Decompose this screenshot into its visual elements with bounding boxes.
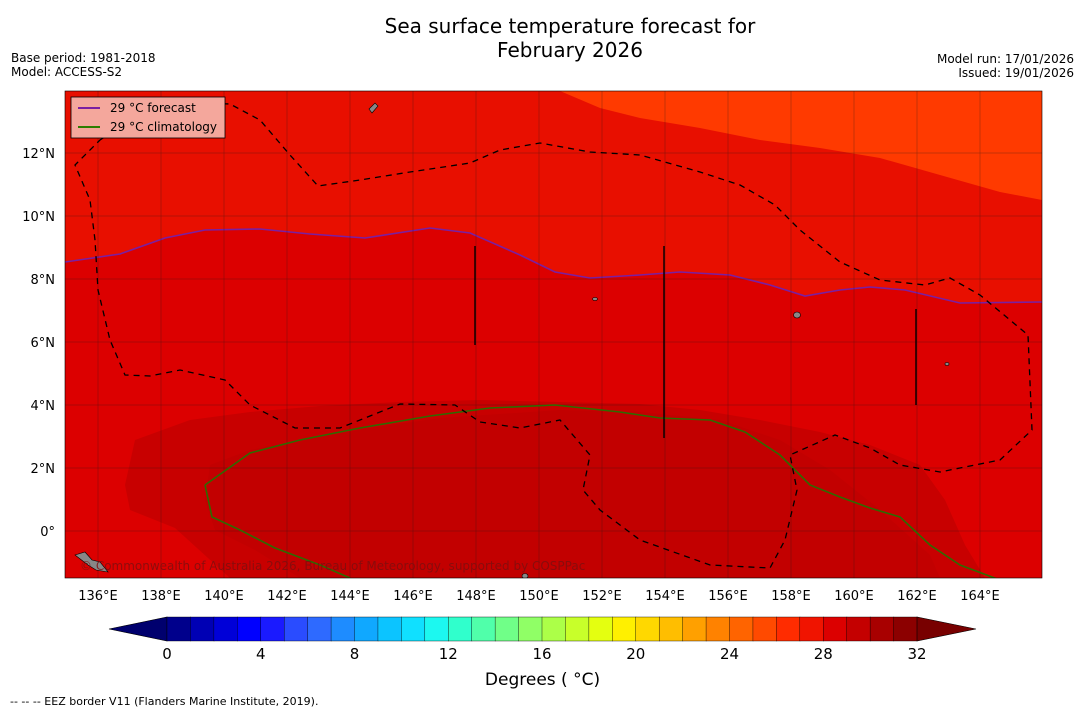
legend: 29 °C forecast 29 °C climatology bbox=[70, 96, 226, 139]
graticule bbox=[65, 91, 1042, 578]
colorbar-swatch bbox=[752, 616, 777, 642]
lon-label: 148°E bbox=[456, 589, 496, 604]
colorbar bbox=[108, 616, 977, 642]
lon-label: 164°E bbox=[960, 589, 1000, 604]
lat-label: 8°N bbox=[31, 273, 56, 288]
colorbar-tick-label: 32 bbox=[907, 645, 926, 663]
lat-labels: 12°N 10°N 8°N 6°N 4°N 2°N 0° bbox=[22, 147, 55, 540]
colorbar-swatch bbox=[518, 616, 543, 642]
colorbar-swatch bbox=[307, 616, 332, 642]
colorbar-swatch bbox=[448, 616, 473, 642]
colorbar-swatch bbox=[729, 616, 754, 642]
colorbar-swatch bbox=[354, 616, 379, 642]
colorbar-swatch bbox=[471, 616, 496, 642]
map-frame bbox=[64, 90, 1043, 579]
model-name: Model: ACCESS-S2 bbox=[11, 65, 123, 79]
map-area: © Commonwealth of Australia 2026, Bureau… bbox=[65, 91, 1042, 578]
lon-label: 156°E bbox=[708, 589, 748, 604]
colorbar-tick-label: 12 bbox=[439, 645, 458, 663]
meta-right: Model run: 17/01/2026 Issued: 19/01/2026 bbox=[937, 52, 1074, 80]
title-line-1: Sea surface temperature forecast for bbox=[384, 14, 756, 38]
lon-label: 140°E bbox=[204, 589, 244, 604]
lon-label: 146°E bbox=[393, 589, 433, 604]
lon-label: 138°E bbox=[141, 589, 181, 604]
colorbar-title: Degrees ( °C) bbox=[484, 670, 601, 690]
colorbar-swatch bbox=[166, 616, 191, 642]
colorbar-ticks: 0 4 8 12 16 20 24 28 32 bbox=[162, 645, 926, 663]
footer-note: -- -- -- EEZ border V11 (Flanders Marine… bbox=[10, 695, 319, 708]
sst-field-27 bbox=[560, 91, 1042, 200]
meta-left: Base period: 1981-2018 Model: ACCESS-S2 bbox=[11, 51, 156, 79]
eez-borders bbox=[74, 101, 1033, 569]
legend-climatology-label: 29 °C climatology bbox=[110, 120, 217, 134]
lat-label: 4°N bbox=[31, 399, 56, 414]
lat-label: 12°N bbox=[22, 147, 55, 162]
colorbar-swatch bbox=[776, 616, 801, 642]
lon-label: 150°E bbox=[519, 589, 559, 604]
lat-label: 2°N bbox=[31, 462, 56, 477]
colorbar-swatch bbox=[565, 616, 590, 642]
colorbar-swatch bbox=[682, 616, 707, 642]
chart-title: Sea surface temperature forecast for Feb… bbox=[0, 14, 1085, 62]
lon-label: 162°E bbox=[897, 589, 937, 604]
lon-label: 142°E bbox=[267, 589, 307, 604]
lat-label: 6°N bbox=[31, 336, 56, 351]
data-artifact-lines bbox=[474, 246, 917, 438]
colorbar-swatch bbox=[705, 616, 730, 642]
sst-field-30-core bbox=[205, 410, 940, 578]
lat-label: 0° bbox=[40, 525, 55, 540]
lat-label: 10°N bbox=[22, 210, 55, 225]
colorbar-swatch bbox=[893, 616, 918, 642]
colorbar-swatch bbox=[237, 616, 262, 642]
climatology-29c-contour-west bbox=[204, 484, 351, 578]
islands bbox=[74, 102, 950, 578]
climatology-29c-contour bbox=[204, 404, 997, 578]
colorbar-swatch bbox=[635, 616, 660, 642]
lon-label: 136°E bbox=[78, 589, 118, 604]
lon-labels: 136°E 138°E 140°E 142°E 144°E 146°E 148°… bbox=[78, 589, 1000, 604]
colorbar-swatch bbox=[401, 616, 426, 642]
colorbar-swatch bbox=[494, 616, 520, 642]
colorbar-swatch bbox=[190, 616, 215, 642]
colorbar-tick-label: 20 bbox=[626, 645, 645, 663]
colorbar-swatch bbox=[588, 616, 613, 642]
colorbar-swatch bbox=[424, 616, 449, 642]
colorbar-swatch bbox=[541, 616, 566, 642]
copyright-text: © Commonwealth of Australia 2026, Bureau… bbox=[80, 559, 585, 573]
colorbar-swatch bbox=[330, 616, 355, 642]
colorbar-swatch bbox=[283, 616, 309, 642]
colorbar-swatch bbox=[377, 616, 402, 642]
colorbar-lower-extend bbox=[108, 616, 168, 642]
colorbar-tick-label: 4 bbox=[256, 645, 266, 663]
forecast-29c-contour bbox=[65, 227, 1042, 304]
colorbar-swatch bbox=[213, 616, 238, 642]
colorbar-swatch bbox=[869, 616, 895, 642]
colorbar-swatch bbox=[823, 616, 848, 642]
lon-label: 144°E bbox=[330, 589, 370, 604]
colorbar-tick-label: 28 bbox=[814, 645, 833, 663]
colorbar-tick-label: 8 bbox=[350, 645, 360, 663]
colorbar-swatch bbox=[612, 616, 637, 642]
lon-label: 158°E bbox=[771, 589, 811, 604]
colorbar-tick-label: 0 bbox=[162, 645, 172, 663]
colorbar-swatch bbox=[846, 616, 871, 642]
colorbar-swatch bbox=[658, 616, 684, 642]
issued-date: Issued: 19/01/2026 bbox=[958, 66, 1074, 80]
model-run: Model run: 17/01/2026 bbox=[936, 52, 1074, 66]
lon-label: 152°E bbox=[582, 589, 622, 604]
colorbar-swatch bbox=[260, 616, 285, 642]
colorbar-swatch bbox=[799, 616, 824, 642]
title-line-2: February 2026 bbox=[497, 38, 643, 62]
colorbar-upper-extend bbox=[916, 616, 977, 642]
legend-box bbox=[70, 96, 226, 139]
colorbar-tick-label: 16 bbox=[532, 645, 551, 663]
legend-forecast-label: 29 °C forecast bbox=[110, 101, 196, 115]
lon-label: 154°E bbox=[645, 589, 685, 604]
colorbar-tick-label: 24 bbox=[720, 645, 739, 663]
lon-label: 160°E bbox=[834, 589, 874, 604]
base-period: Base period: 1981-2018 bbox=[11, 51, 156, 65]
